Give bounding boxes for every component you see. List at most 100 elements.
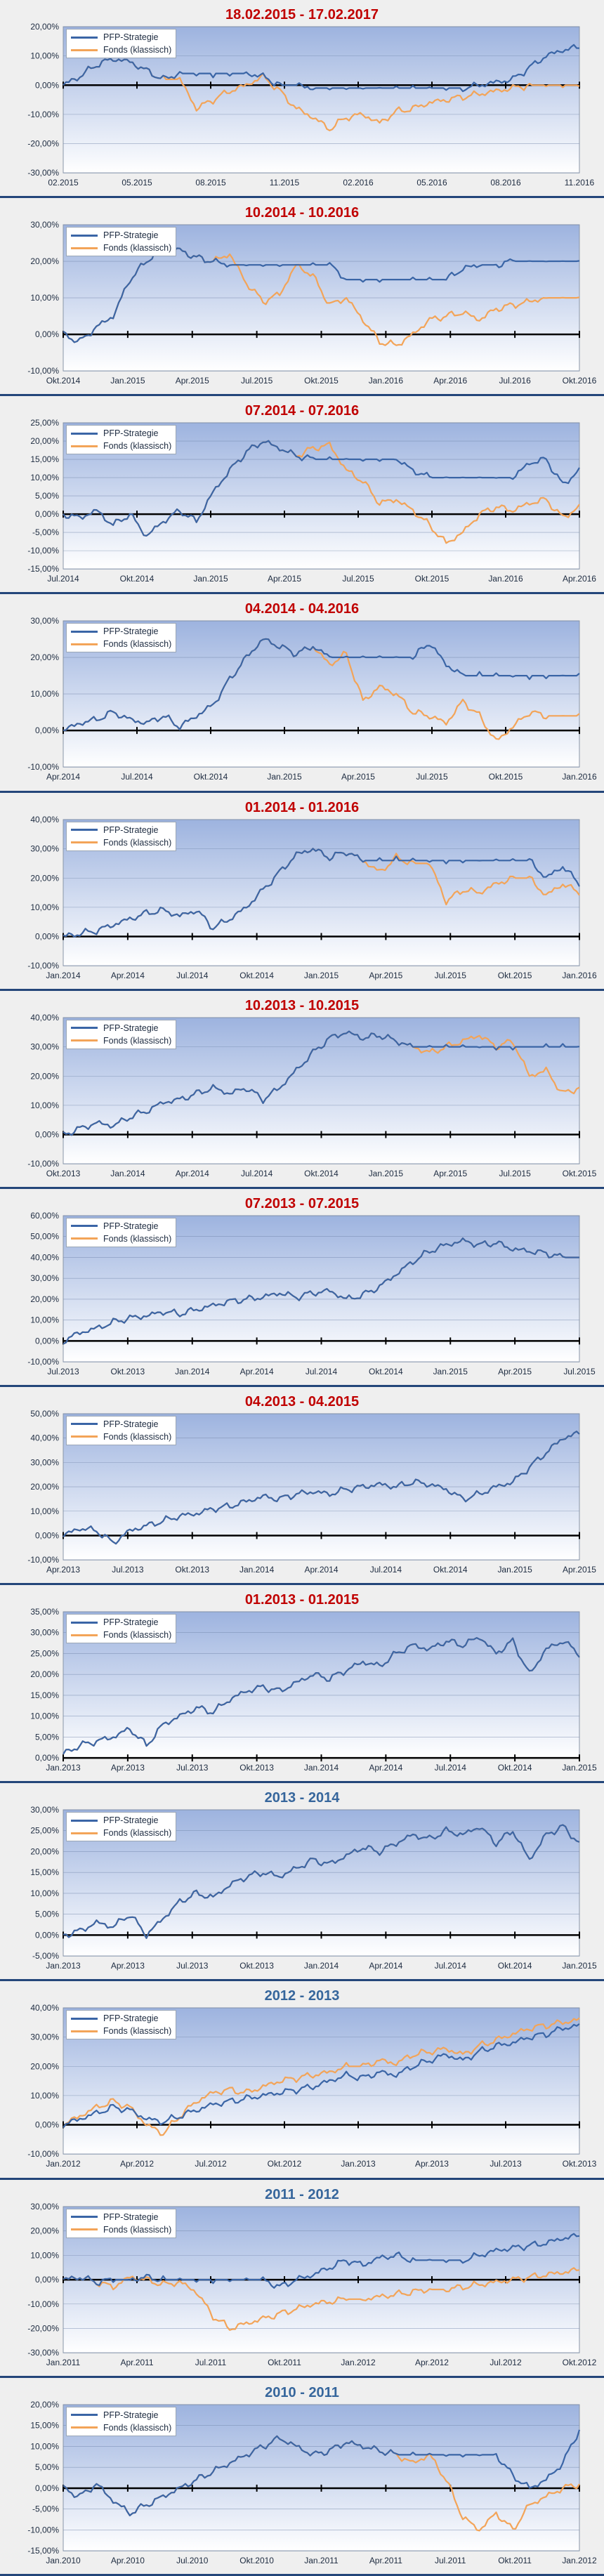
y-tick-label: -30,00% xyxy=(27,2348,59,2358)
legend-swatch-fund xyxy=(71,1832,98,1834)
x-tick-label: Jan.2013 xyxy=(46,1763,81,1773)
chart-svg: 40,00%30,00%20,00%10,00%0,00%-10,00%Okt.… xyxy=(27,1013,596,1178)
x-tick-label: Okt.2011 xyxy=(498,2556,532,2565)
y-tick-label: 25,00% xyxy=(30,1649,59,1659)
x-tick-label: 05.2015 xyxy=(122,178,152,188)
y-tick-label: 35,00% xyxy=(30,1607,59,1617)
legend-swatch-fund xyxy=(71,2030,98,2032)
x-tick-label: Okt.2014 xyxy=(120,574,155,584)
legend-swatch-fund xyxy=(71,841,98,844)
x-tick-label: Jul.2013 xyxy=(112,1565,144,1575)
y-tick-label: -5,00% xyxy=(32,1951,59,1961)
y-tick-label: -5,00% xyxy=(32,2504,59,2513)
chart-legend: PFP-Strategie Fonds (klassisch) xyxy=(66,425,177,455)
legend-label-strategy: PFP-Strategie xyxy=(103,428,159,439)
y-tick-label: 15,00% xyxy=(30,2420,59,2430)
y-tick-label: 0,00% xyxy=(35,1530,59,1540)
x-tick-label: Jul.2011 xyxy=(435,2556,466,2565)
legend-label-strategy: PFP-Strategie xyxy=(103,1221,159,1231)
x-tick-label: Jan.2016 xyxy=(562,971,597,980)
x-tick-label: Jan.2014 xyxy=(304,1961,339,1971)
y-tick-label: 10,00% xyxy=(30,1888,59,1898)
chart-panel: 01.2013 - 01.2015 35,00% 30,00% 25,00% 20,00… xyxy=(0,1585,604,1784)
legend-entry-strategy: PFP-Strategie xyxy=(71,2012,171,2025)
legend-entry-fund: Fonds (klassisch) xyxy=(71,1431,171,1443)
x-tick-label: Jul.2014 xyxy=(306,1367,338,1376)
y-tick-label: 5,00% xyxy=(35,491,59,501)
x-tick-label: Jan.2015 xyxy=(193,574,228,584)
x-tick-label: Jan.2013 xyxy=(341,2160,376,2169)
x-tick-label: 11.2016 xyxy=(565,178,595,188)
y-tick-label: -10,00% xyxy=(27,961,59,971)
legend-label-strategy: PFP-Strategie xyxy=(103,1815,159,1826)
x-tick-label: Apr.2016 xyxy=(433,376,467,386)
chart-panel: 18.02.2015 - 17.02.2017 20,00% 10,00% 0,00%… xyxy=(0,0,604,199)
x-tick-label: Okt.2013 xyxy=(239,1961,274,1971)
legend-label-strategy: PFP-Strategie xyxy=(103,1419,159,1429)
x-tick-label: Jul.2013 xyxy=(490,2160,522,2169)
x-tick-label: Okt.2014 xyxy=(369,1367,403,1376)
chart-panel: 2010 - 2011 20,00% 15,00% 10,00% 5,00% 0,00% -… xyxy=(0,2377,604,2576)
y-tick-label: 10,00% xyxy=(30,51,59,61)
y-tick-label: 20,00% xyxy=(30,652,59,662)
y-tick-label: -5,00% xyxy=(32,527,59,537)
legend-swatch-fund xyxy=(71,247,98,249)
x-tick-label: Okt.2014 xyxy=(433,1565,468,1575)
chart-panel: 04.2014 - 04.2016 30,00% 20,00% 10,00% 0,00%… xyxy=(0,594,604,793)
y-tick-label: 10,00% xyxy=(30,293,59,303)
chart-panel: 04.2013 - 04.2015 50,00% 40,00% 30,00% 20,00… xyxy=(0,1386,604,1586)
x-tick-label: Jan.2015 xyxy=(562,1763,597,1773)
x-tick-label: Jul.2014 xyxy=(435,1961,467,1971)
y-tick-label: 10,00% xyxy=(30,1711,59,1721)
x-tick-label: Apr.2014 xyxy=(46,773,80,782)
x-tick-label: Apr.2013 xyxy=(415,2160,449,2169)
y-tick-label: 5,00% xyxy=(35,1910,59,1919)
legend-swatch-strategy xyxy=(71,630,98,633)
x-tick-label: Okt.2014 xyxy=(46,376,81,386)
legend-label-fund: Fonds (klassisch) xyxy=(103,639,172,650)
y-tick-label: -10,00% xyxy=(27,2150,59,2160)
legend-entry-fund: Fonds (klassisch) xyxy=(71,2025,171,2037)
legend-swatch-strategy xyxy=(71,1819,98,1822)
x-tick-label: Apr.2015 xyxy=(563,1565,596,1575)
chart-legend: PFP-Strategie Fonds (klassisch) xyxy=(66,1614,177,1644)
legend-swatch-strategy xyxy=(71,1621,98,1624)
legend-entry-fund: Fonds (klassisch) xyxy=(71,2421,171,2434)
y-tick-label: 0,00% xyxy=(35,1336,59,1346)
legend-label-fund: Fonds (klassisch) xyxy=(103,2224,172,2235)
legend-swatch-strategy xyxy=(71,2216,98,2219)
x-tick-label: Okt.2016 xyxy=(563,376,597,386)
x-tick-label: Okt.2011 xyxy=(268,2358,301,2367)
x-tick-label: Jul.2012 xyxy=(195,2160,227,2169)
series-line-strategy xyxy=(63,1030,580,1136)
chart-legend: PFP-Strategie Fonds (klassisch) xyxy=(66,1217,177,1247)
x-tick-label: Apr.2015 xyxy=(268,574,301,584)
legend-entry-fund: Fonds (klassisch) xyxy=(71,638,171,650)
legend-entry-fund: Fonds (klassisch) xyxy=(71,44,171,56)
x-tick-label: Jul.2015 xyxy=(499,1169,531,1178)
y-tick-label: 40,00% xyxy=(30,1433,59,1443)
legend-swatch-fund xyxy=(71,1435,98,1438)
x-tick-label: 11.2015 xyxy=(270,178,300,188)
legend-entry-fund: Fonds (klassisch) xyxy=(71,1827,171,1839)
y-tick-label: 40,00% xyxy=(30,815,59,824)
series-line-strategy xyxy=(63,2023,580,2129)
x-tick-label: Okt.2015 xyxy=(304,376,339,386)
legend-swatch-fund xyxy=(71,2228,98,2231)
legend-label-fund: Fonds (klassisch) xyxy=(103,243,172,254)
legend-entry-strategy: PFP-Strategie xyxy=(71,824,171,836)
x-tick-label: Jul.2011 xyxy=(195,2358,227,2367)
legend-swatch-fund xyxy=(71,1237,98,1240)
legend-swatch-strategy xyxy=(71,1027,98,1030)
y-tick-label: 0,00% xyxy=(35,329,59,339)
legend-label-fund: Fonds (klassisch) xyxy=(103,2026,172,2037)
y-tick-label: -10,00% xyxy=(27,1159,59,1169)
x-tick-label: 02.2016 xyxy=(343,178,374,188)
x-tick-label: 05.2016 xyxy=(416,178,447,188)
chart-legend: PFP-Strategie Fonds (klassisch) xyxy=(66,2208,177,2238)
x-tick-label: Okt.2010 xyxy=(239,2556,274,2565)
y-tick-label: -10,00% xyxy=(27,1357,59,1367)
y-tick-label: 10,00% xyxy=(30,902,59,912)
legend-label-strategy: PFP-Strategie xyxy=(103,2212,159,2222)
legend-entry-strategy: PFP-Strategie xyxy=(71,1418,171,1431)
